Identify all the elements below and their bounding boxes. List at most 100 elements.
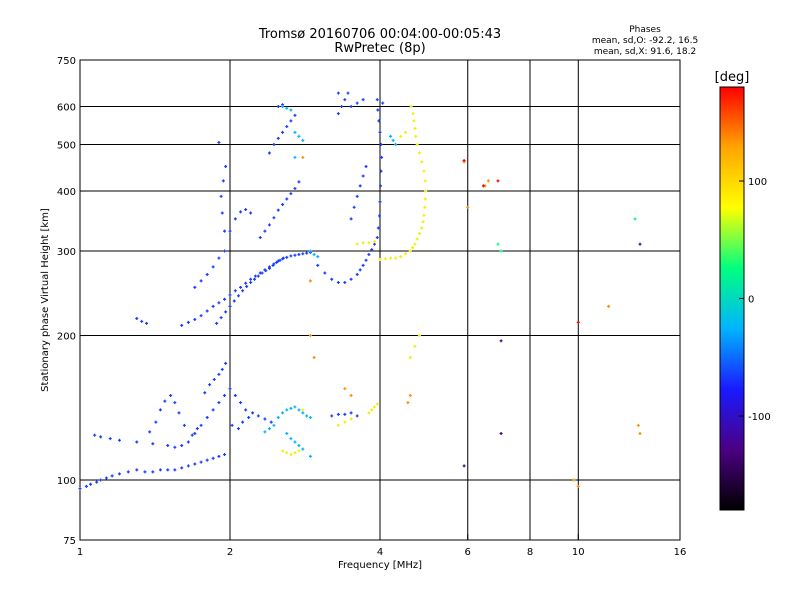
data-point <box>389 134 393 138</box>
data-point <box>408 249 412 253</box>
y-tick-label: 200 <box>57 332 76 343</box>
data-point <box>241 420 245 424</box>
point-group <box>263 105 398 458</box>
data-point <box>415 237 419 241</box>
point-group <box>281 105 428 457</box>
data-point <box>199 314 203 318</box>
data-point <box>228 229 232 233</box>
data-point <box>462 464 466 468</box>
data-point <box>375 236 379 240</box>
data-point <box>349 394 353 398</box>
data-point <box>190 433 194 437</box>
data-point <box>205 458 209 462</box>
data-point <box>84 484 88 488</box>
data-point <box>297 253 301 257</box>
data-point <box>413 126 417 130</box>
chart-subtitle: RwPretec (8p) <box>334 41 425 56</box>
data-point <box>466 205 470 209</box>
data-point <box>364 258 368 262</box>
data-point <box>420 226 424 230</box>
data-point <box>173 401 177 405</box>
data-point <box>343 387 347 391</box>
data-point <box>186 440 190 444</box>
data-point <box>253 277 257 281</box>
data-point <box>323 271 327 275</box>
data-point <box>399 255 403 259</box>
data-point <box>301 155 305 159</box>
data-point <box>272 143 276 147</box>
data-point <box>293 113 297 117</box>
data-point <box>203 391 207 395</box>
data-point <box>93 433 97 437</box>
data-point <box>367 253 371 257</box>
data-point <box>219 316 223 320</box>
data-point <box>205 273 209 277</box>
data-point <box>199 279 203 283</box>
data-point <box>275 260 279 264</box>
data-point <box>272 423 276 427</box>
legend-phases-title: Phases <box>629 25 661 35</box>
x-tick-label: 1 <box>77 547 83 558</box>
data-point <box>224 361 228 365</box>
data-point <box>394 143 398 147</box>
data-point <box>297 449 301 453</box>
data-point <box>104 476 108 480</box>
data-point <box>289 119 293 123</box>
data-point <box>316 263 320 267</box>
data-point <box>336 112 340 116</box>
grid-lines <box>80 60 680 540</box>
data-point <box>330 414 334 418</box>
data-point <box>244 281 248 285</box>
data-point <box>151 470 155 474</box>
data-point <box>415 143 419 147</box>
data-point <box>117 438 121 442</box>
data-point <box>355 101 359 105</box>
data-point <box>289 108 293 112</box>
data-point <box>205 309 209 313</box>
data-point <box>239 285 243 289</box>
data-point <box>293 253 297 257</box>
data-point <box>281 130 285 134</box>
data-point <box>297 444 301 448</box>
data-point <box>258 236 262 240</box>
data-point <box>158 468 162 472</box>
data-point <box>276 105 280 109</box>
data-point <box>186 464 190 468</box>
data-point <box>301 252 305 256</box>
y-tick-label: 400 <box>57 187 76 198</box>
data-point <box>349 277 353 281</box>
data-point <box>411 246 415 250</box>
data-point <box>414 134 418 138</box>
data-point <box>364 164 368 168</box>
data-point <box>293 186 297 190</box>
colorbar-tick-label: 0 <box>748 295 754 306</box>
data-point <box>312 253 316 257</box>
data-point <box>349 417 353 421</box>
data-point <box>289 254 293 258</box>
data-point <box>239 401 243 405</box>
data-point <box>180 444 184 448</box>
data-point <box>177 411 181 415</box>
data-point <box>399 134 403 138</box>
y-tick-label: 100 <box>57 476 76 487</box>
data-point <box>166 468 170 472</box>
data-point <box>135 317 139 321</box>
data-point <box>336 423 340 427</box>
data-point <box>117 472 121 476</box>
data-point <box>180 466 184 470</box>
data-point <box>89 482 93 486</box>
y-tick-label: 600 <box>57 103 76 114</box>
data-point <box>224 310 228 314</box>
data-point <box>336 280 340 284</box>
data-point <box>638 242 642 246</box>
data-point <box>486 179 490 183</box>
data-point <box>249 277 253 281</box>
data-point <box>278 258 282 262</box>
data-point <box>361 174 365 178</box>
data-point <box>151 442 155 446</box>
data-point <box>223 297 227 301</box>
data-point <box>336 412 340 416</box>
data-point <box>355 242 359 246</box>
data-point <box>349 105 353 109</box>
data-point <box>211 408 215 412</box>
